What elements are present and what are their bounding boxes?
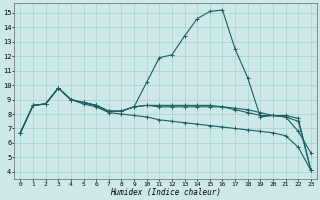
X-axis label: Humidex (Indice chaleur): Humidex (Indice chaleur) bbox=[110, 188, 221, 197]
